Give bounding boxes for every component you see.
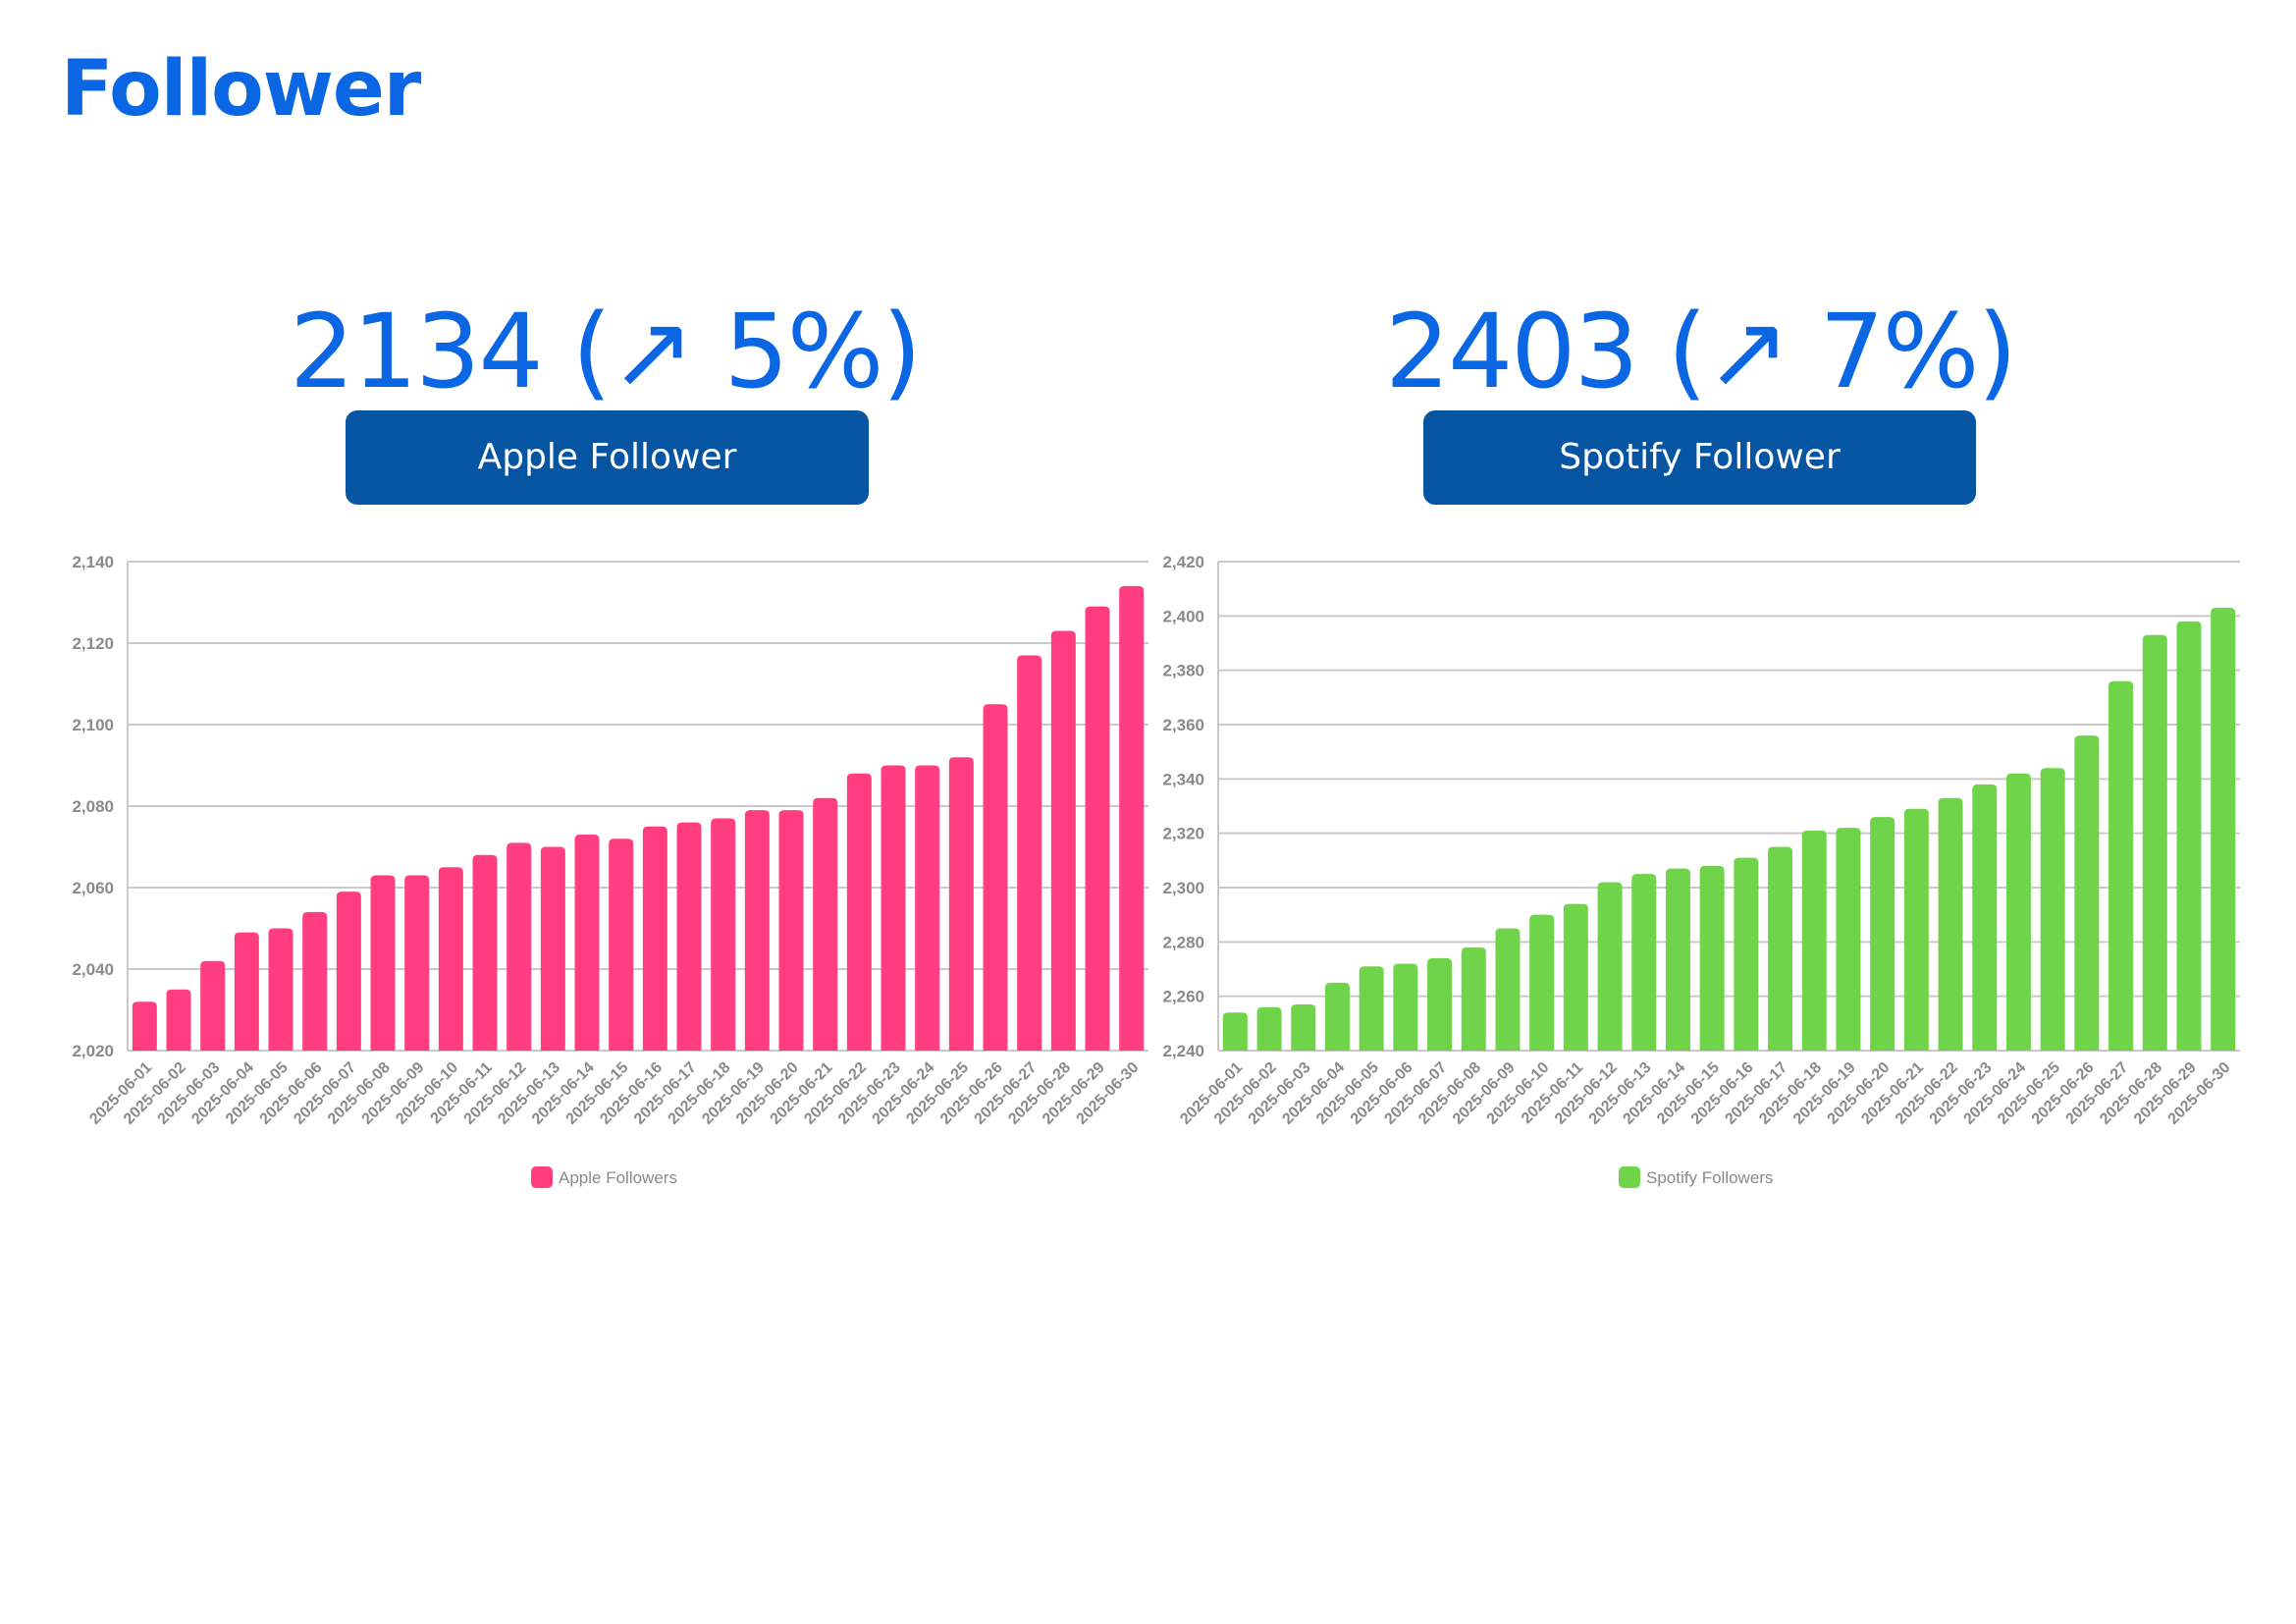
apple-bar: [983, 704, 1008, 1051]
apple-bar: [574, 835, 600, 1051]
apple-bar: [404, 875, 430, 1051]
spotify-bar: [1427, 957, 1453, 1051]
apple-bar: [948, 757, 974, 1051]
spotify-bar: [1495, 928, 1521, 1051]
apple-bar: [540, 846, 565, 1051]
apple-kpi-value: 2134 (↗ 5%): [289, 292, 922, 411]
apple-legend-label: Apple Followers: [559, 1168, 677, 1187]
apple-y-tick-label: 2,120: [72, 634, 114, 653]
apple-followers-chart: 2,0202,0402,0602,0802,1002,1202,1402025-…: [72, 553, 1148, 1188]
apple-bar: [507, 842, 532, 1051]
spotify-bar: [2109, 680, 2134, 1051]
spotify-bar: [1870, 817, 1896, 1051]
apple-y-tick-label: 2,020: [72, 1042, 114, 1060]
spotify-bar: [1972, 784, 1998, 1051]
spotify-y-tick-label: 2,280: [1162, 933, 1204, 951]
spotify-y-tick-label: 2,260: [1162, 988, 1204, 1006]
spotify-bar: [1903, 808, 1929, 1051]
spotify-y-tick-label: 2,340: [1162, 770, 1204, 788]
apple-bar: [915, 765, 940, 1051]
spotify-bar: [1938, 797, 1963, 1051]
spotify-bar: [1801, 830, 1827, 1051]
spotify-bar: [1563, 903, 1588, 1051]
spotify-followers-chart: 2,240 2,260 2,280 2,300 2,320 2,340 2,360 2,380…: [1162, 553, 2240, 1188]
spotify-bar: [1324, 982, 1350, 1051]
apple-bar: [472, 854, 498, 1051]
spotify-bar: [1256, 1006, 1282, 1051]
spotify-bar: [1734, 857, 1759, 1051]
spotify-bar: [1597, 882, 1623, 1051]
apple-kpi-label: Apple Follower: [346, 410, 869, 505]
spotify-y-tick-label: 2,240: [1162, 1042, 1204, 1060]
apple-bar: [302, 911, 328, 1051]
spotify-kpi-label: Spotify Follower: [1423, 410, 1976, 505]
apple-bar: [609, 839, 634, 1051]
spotify-bar: [2142, 634, 2167, 1051]
spotify-bar: [1393, 963, 1418, 1051]
spotify-legend-swatch: [1619, 1166, 1640, 1188]
spotify-y-tick-label: 2,320: [1162, 825, 1204, 843]
spotify-bar: [1699, 865, 1725, 1051]
spotify-y-tick-label: 2,420: [1162, 553, 1204, 571]
spotify-bar: [1631, 874, 1657, 1051]
apple-bar: [438, 867, 463, 1051]
spotify-bar: [2176, 621, 2202, 1051]
apple-y-tick-label: 2,080: [72, 797, 114, 816]
apple-bar: [881, 765, 906, 1051]
apple-legend-swatch: [531, 1166, 553, 1188]
spotify-bar: [2040, 768, 2065, 1051]
apple-bar: [744, 810, 770, 1051]
spotify-bar: [1291, 1003, 1316, 1051]
apple-bar: [778, 810, 804, 1051]
spotify-bar: [1529, 914, 1555, 1051]
spotify-bar: [1461, 947, 1486, 1051]
apple-bar: [676, 822, 702, 1051]
apple-y-tick-label: 2,100: [72, 716, 114, 734]
spotify-y-tick-label: 2,360: [1162, 716, 1204, 734]
spotify-bar: [2074, 735, 2100, 1051]
spotify-bar: [1665, 868, 1690, 1051]
spotify-bar: [1222, 1012, 1248, 1051]
apple-bar: [234, 932, 259, 1051]
spotify-y-tick-label: 2,400: [1162, 607, 1204, 625]
spotify-bar: [2005, 773, 2031, 1051]
spotify-bar: [1768, 846, 1793, 1051]
apple-bar: [1017, 655, 1042, 1051]
apple-bar: [268, 928, 294, 1051]
apple-bar: [1050, 630, 1076, 1051]
apple-bar: [1085, 606, 1110, 1051]
spotify-bar: [1359, 966, 1384, 1051]
spotify-y-tick-label: 2,300: [1162, 879, 1204, 897]
apple-bar: [711, 818, 736, 1051]
spotify-bar: [1836, 828, 1861, 1051]
apple-y-tick-label: 2,040: [72, 960, 114, 979]
apple-bar: [370, 875, 396, 1051]
apple-bar: [846, 773, 872, 1051]
apple-y-tick-label: 2,060: [72, 879, 114, 897]
spotify-y-tick-label: 2,380: [1162, 662, 1204, 680]
spotify-bar: [2211, 608, 2236, 1051]
apple-bar: [813, 797, 838, 1051]
page-title: Follower: [61, 45, 421, 134]
apple-bar: [166, 989, 191, 1051]
apple-y-tick-label: 2,140: [72, 553, 114, 571]
apple-bar: [200, 960, 226, 1051]
apple-bar: [1119, 585, 1145, 1051]
apple-bar: [336, 892, 361, 1051]
apple-bar: [132, 1001, 157, 1051]
spotify-kpi-value: 2403 (↗ 7%): [1384, 292, 2017, 411]
apple-bar: [642, 826, 667, 1051]
spotify-legend-label: Spotify Followers: [1646, 1168, 1773, 1187]
